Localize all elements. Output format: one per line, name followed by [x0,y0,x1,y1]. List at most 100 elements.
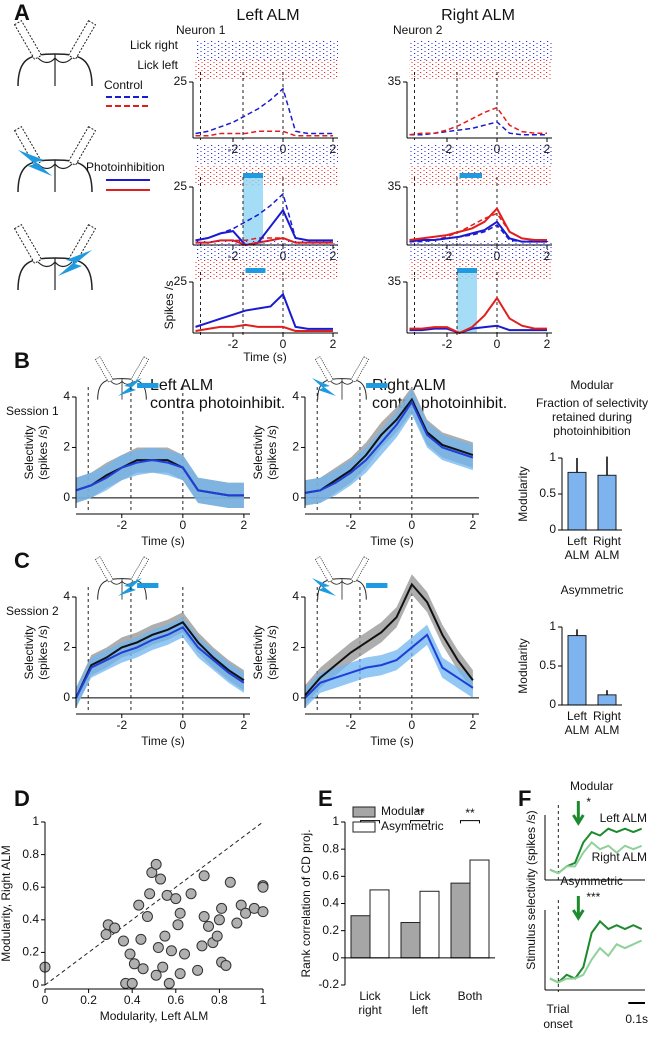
raster [195,260,338,280]
point [203,920,214,932]
annotation: ** [415,806,425,820]
x-tick-label: 2 [470,718,477,732]
raster [195,145,338,165]
y-tick-label: 35 [388,179,402,193]
y-tick-label: 0.4 [22,912,39,926]
x-tick-label: Left [567,709,588,723]
chart-subtitle: photoinhibition [553,424,630,438]
legend-label: Control [104,78,143,92]
light-icon [118,378,142,396]
x-tick-label: 0 [280,337,287,351]
y-tick-label: 1 [549,619,556,633]
y-tick-label: 0 [32,977,39,991]
x-tick-label: 0 [408,718,415,732]
point [174,907,186,919]
point [124,948,136,960]
legend-label: Lick left [137,58,178,72]
axis-note: onset [543,1017,573,1031]
panel-letter: D [14,786,30,811]
x-tick-label: 0.2 [80,993,97,1007]
y-tick-label: 0.8 [22,847,39,861]
panel-title: contra photoinhibit. [150,395,285,412]
y-tick-label: 0 [549,697,556,711]
point [155,873,167,885]
legend-swatch [352,821,376,833]
point [141,911,153,923]
panel-title: contra photoinhibit. [372,395,507,412]
point [109,922,121,934]
x-tick-label: ALM [565,723,590,737]
annotation: * [586,795,591,809]
y-axis-label: (spikes /s) [265,625,279,680]
x-tick-label: 1 [260,993,267,1007]
session-label: Session 2 [6,604,59,618]
line [195,323,333,332]
stim-bar [366,383,388,388]
x-tick-label: -2 [345,518,356,532]
y-axis-label: (spikes /s) [36,625,50,680]
arrow [572,896,585,921]
y-tick-label: 0 [63,690,70,704]
stim-bar [366,583,388,588]
panel-letter: F [518,786,531,811]
y-axis-label: Stimulus selectivity (spikes /s) [524,810,538,969]
error-band [76,617,244,708]
point [159,930,171,942]
annotation: *** [586,890,600,904]
bar [400,922,421,959]
raster [409,240,552,260]
point [126,977,138,989]
x-tick-label: ALM [595,723,620,737]
x-axis-label: Time (s) [370,534,414,548]
line [409,324,547,335]
x-tick-label: -2 [116,718,127,732]
light-icon [118,578,142,596]
y-tick-label: 0 [292,690,299,704]
x-tick-label: -2 [442,337,453,351]
x-tick-label: 2 [544,337,551,351]
y-axis-label: (spikes /s) [36,425,50,480]
x-axis-label: Time (s) [370,734,414,748]
point [152,942,164,954]
point [196,940,208,952]
x-axis-label: Modularity, Left ALM [100,1009,209,1023]
schematic [13,223,97,291]
error-band [305,624,473,708]
chart-title: Asymmetric [560,874,623,888]
x-tick-label: 0.8 [211,993,228,1007]
raster [195,60,338,80]
y-tick-label: 1 [32,814,39,828]
y-tick-label: 25 [174,74,188,88]
header: Left ALM [236,7,299,24]
panel-letter: A [14,0,30,25]
y-tick-label: 4 [292,589,299,603]
y-tick-label: 0 [63,490,70,504]
y-tick-label: 4 [292,389,299,403]
light-icon [312,378,336,396]
bar [419,890,440,959]
line [409,121,547,136]
point [198,870,210,882]
bar [469,859,490,959]
x-tick-label: 0 [42,993,49,1007]
bracket [460,820,480,824]
legend-label: Photoinhibition [86,160,165,174]
series-label: Right ALM [592,850,647,864]
point [150,969,162,981]
stim-bar [243,173,263,178]
line [304,397,474,494]
chart-subtitle: retained during [552,410,632,424]
legend-label: Modular [381,804,424,818]
y-axis-label: Selectivity [251,625,265,679]
stim-bar [137,583,159,588]
stim-bar [137,383,159,388]
bar [597,474,617,531]
point [224,876,236,888]
y-tick-label: 4 [63,589,70,603]
point [170,893,182,905]
error-band [305,574,473,706]
line [409,106,547,136]
x-tick-label: 2 [330,337,337,351]
line [549,840,643,875]
